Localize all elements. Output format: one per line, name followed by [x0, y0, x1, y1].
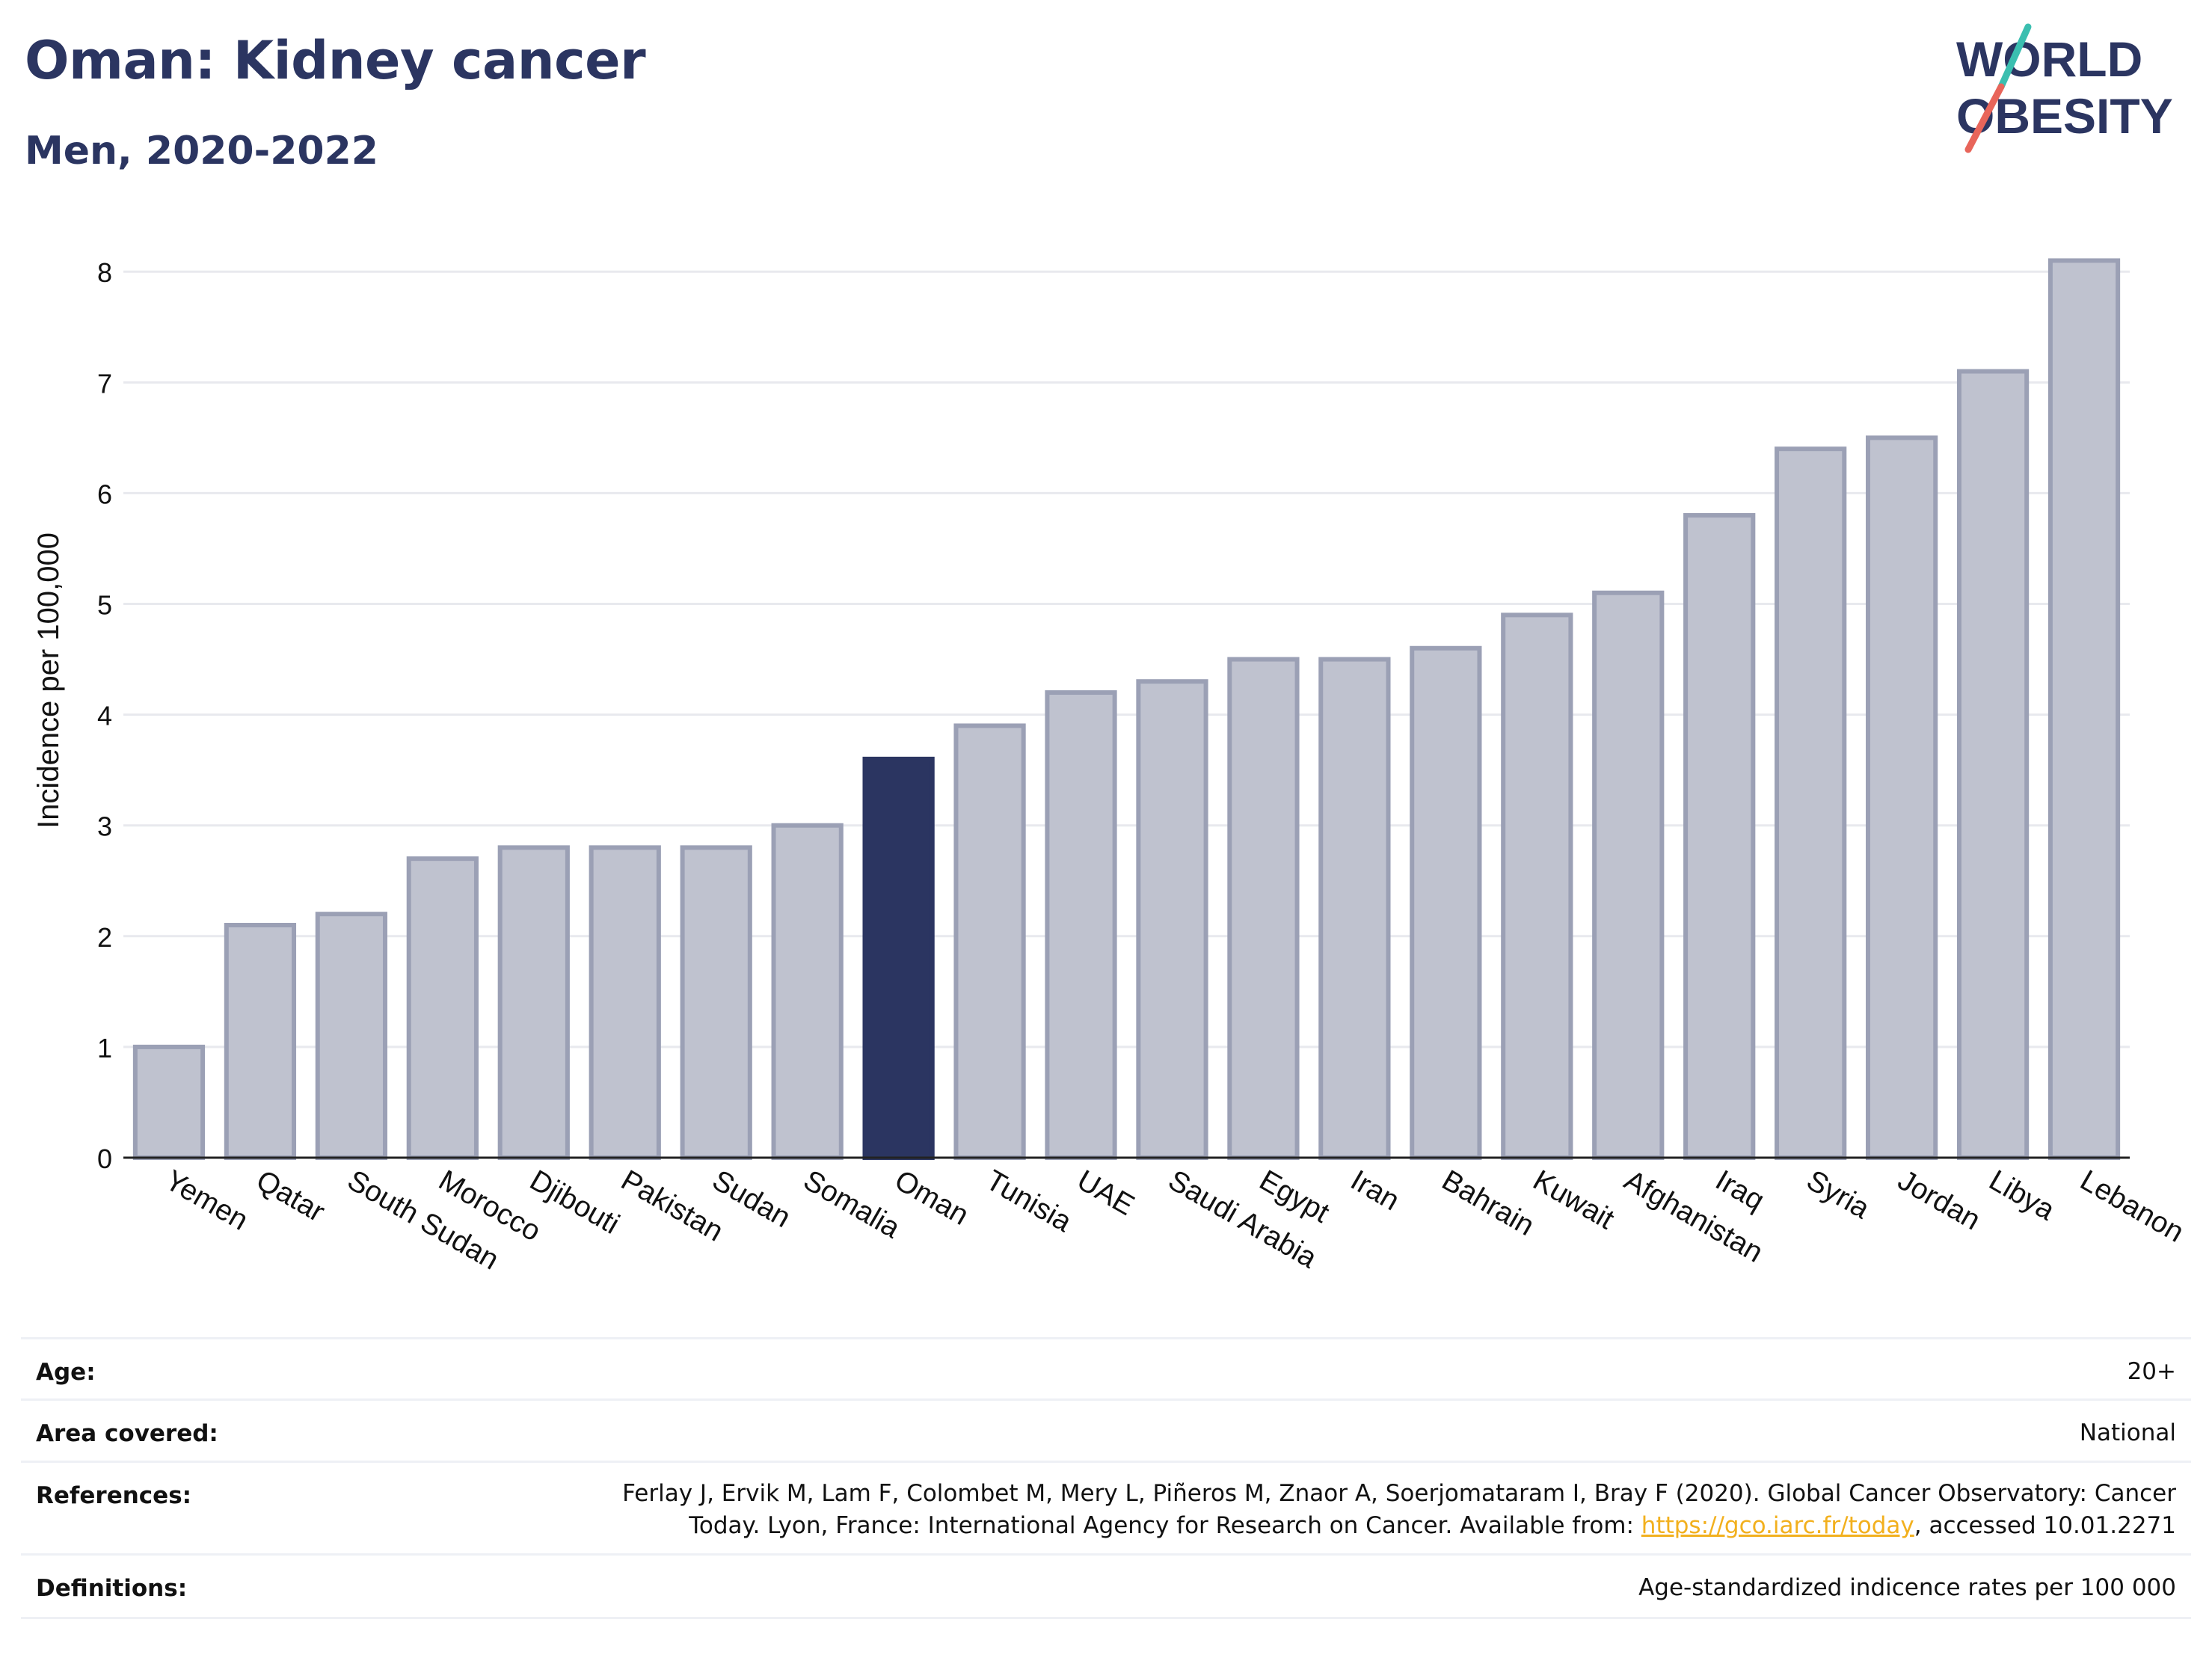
- x-tick-label: Bahrain: [1437, 1164, 1540, 1242]
- logo-word-world: WORLD: [1956, 31, 2142, 87]
- bar-pakistan: [589, 845, 661, 1161]
- references-line-2-suffix: , accessed 10.01.2271: [1914, 1512, 2176, 1539]
- x-tick-label: Pakistan: [615, 1164, 728, 1248]
- y-tick-label: 6: [97, 479, 112, 509]
- logo-slash-top: [1997, 23, 2032, 90]
- world-obesity-logo: WORLD OBESITY: [1956, 23, 2173, 153]
- definitions-value: Age-standardized indicence rates per 100…: [1638, 1574, 2176, 1601]
- x-tick-label: Syria: [1801, 1164, 1875, 1226]
- x-tick-label: Somalia: [798, 1164, 906, 1245]
- meta-row-definitions: Definitions: Age-standardized indicence …: [21, 1553, 2191, 1617]
- references-line-1: Ferlay J, Ervik M, Lam F, Colombet M, Me…: [622, 1480, 2176, 1507]
- meta-bottom-divider: [21, 1617, 2191, 1619]
- x-tick-label: Iraq: [1710, 1164, 1770, 1218]
- y-tick-label: 4: [97, 701, 112, 731]
- references-value: Ferlay J, Ervik M, Lam F, Colombet M, Me…: [622, 1478, 2176, 1542]
- y-tick-label: 8: [97, 257, 112, 288]
- bar-egypt: [1227, 657, 1300, 1160]
- x-tick-label: Iran: [1345, 1164, 1405, 1218]
- y-tick-label: 1: [97, 1033, 112, 1063]
- bar-syria: [1775, 446, 1847, 1160]
- age-label: Age:: [36, 1359, 96, 1386]
- bar-saudi-arabia: [1136, 679, 1208, 1160]
- meta-row-references: References: Ferlay J, Ervik M, Lam F, Co…: [21, 1461, 2191, 1556]
- bar-morocco: [406, 856, 479, 1160]
- bar-sudan: [680, 845, 752, 1161]
- references-line-2-text: Today. Lyon, France: International Agenc…: [689, 1512, 1641, 1539]
- bar-jordan: [1865, 435, 1938, 1160]
- bar-libya: [1956, 369, 2030, 1160]
- x-tick-label: Lebanon: [2075, 1164, 2190, 1249]
- bar-somalia: [771, 823, 844, 1160]
- bar-uae: [1045, 690, 1117, 1160]
- bar-afghanistan: [1592, 590, 1665, 1160]
- bar-kuwait: [1501, 612, 1573, 1160]
- bar-iraq: [1683, 513, 1756, 1160]
- references-link[interactable]: https://gco.iarc.fr/today: [1641, 1512, 1914, 1539]
- y-tick-label: 5: [97, 590, 112, 621]
- bar-lebanon: [2047, 258, 2121, 1160]
- bar-djibouti: [497, 845, 570, 1161]
- x-tick-label: Yemen: [159, 1164, 253, 1237]
- references-line-2: Today. Lyon, France: International Agenc…: [622, 1510, 2176, 1542]
- logo-slash-bottom: [1964, 83, 2005, 153]
- y-tick-label: 0: [97, 1143, 112, 1174]
- definitions-label: Definitions:: [36, 1575, 188, 1602]
- y-axis-label: Incidence per 100,000: [32, 532, 65, 829]
- y-tick-labels: 0 1 2 3 4 5 6 7 8: [97, 257, 112, 1174]
- x-tick-label: Qatar: [251, 1164, 330, 1229]
- meta-row-age: Age: 20+: [21, 1337, 2191, 1399]
- age-value: 20+: [2127, 1358, 2176, 1385]
- chart-title: Oman: Kidney cancer: [25, 30, 646, 91]
- meta-row-area: Area covered: National: [21, 1398, 2191, 1461]
- bar-bahrain: [1410, 645, 1482, 1160]
- bar-south-sudan: [315, 912, 388, 1160]
- area-value: National: [2079, 1419, 2176, 1446]
- bar-iran: [1318, 657, 1391, 1160]
- bar-tunisia: [953, 723, 1026, 1160]
- bar-yemen: [132, 1044, 206, 1161]
- x-tick-label: Kuwait: [1528, 1164, 1620, 1236]
- chart-subtitle: Men, 2020-2022: [25, 129, 378, 174]
- references-label: References:: [36, 1482, 192, 1509]
- bar-qatar: [224, 923, 297, 1160]
- x-tick-label: Tunisia: [980, 1164, 1077, 1239]
- x-tick-label: UAE: [1072, 1164, 1140, 1222]
- y-tick-label: 7: [97, 368, 112, 399]
- area-label: Area covered:: [36, 1420, 218, 1447]
- bars: [132, 258, 2121, 1161]
- x-tick-label: Libya: [1984, 1164, 2061, 1227]
- x-tick-label: Jordan: [1893, 1164, 1986, 1237]
- bar-oman: [862, 756, 935, 1160]
- y-tick-label: 2: [97, 922, 112, 953]
- y-tick-label: 3: [97, 811, 112, 842]
